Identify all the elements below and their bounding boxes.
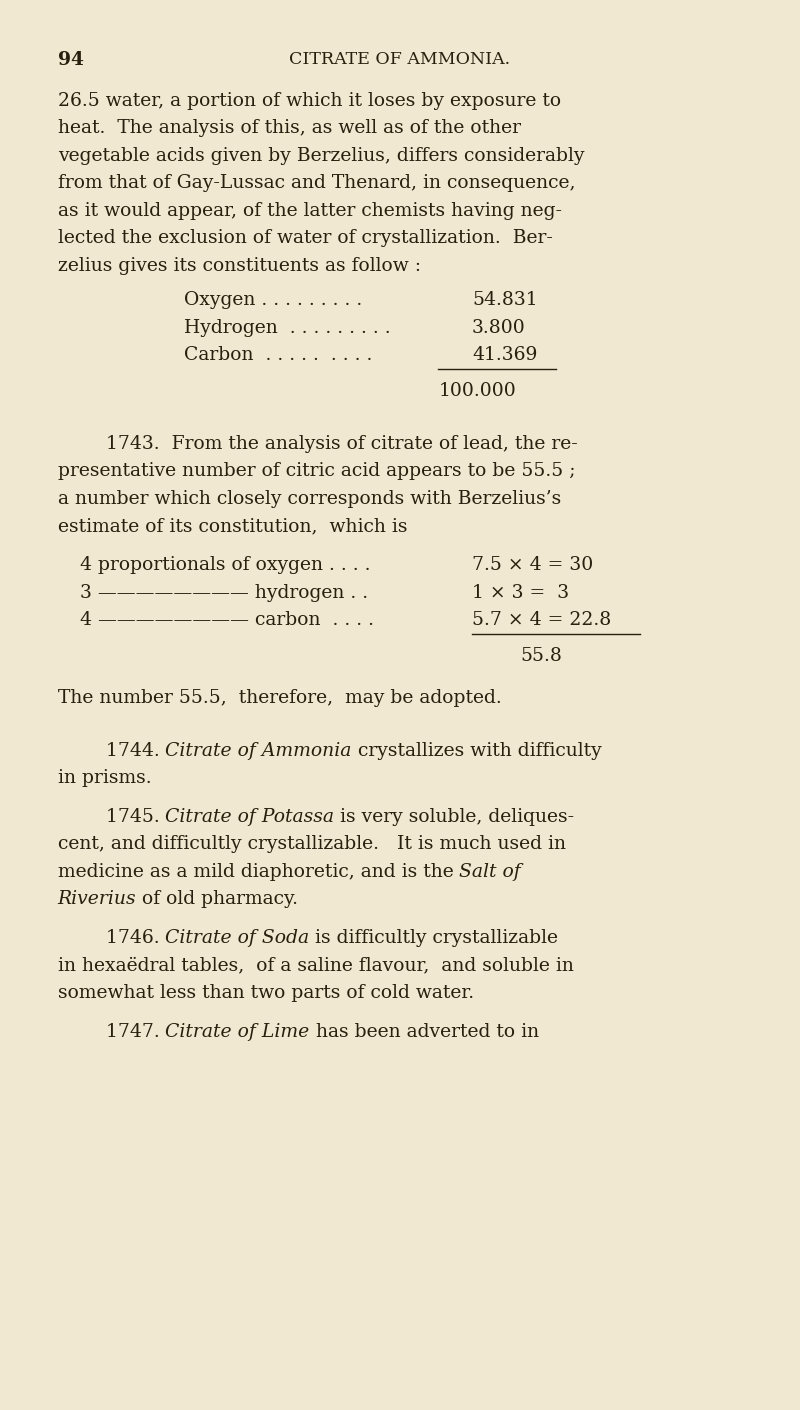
Text: 55.8: 55.8 — [520, 647, 562, 666]
Text: heat.  The analysis of this, as well as of the other: heat. The analysis of this, as well as o… — [58, 118, 521, 137]
Text: Carbon  . . . . .  . . . .: Carbon . . . . . . . . . — [184, 345, 372, 364]
Text: a number which closely corresponds with Berzelius’s: a number which closely corresponds with … — [58, 489, 561, 508]
Text: cent, and difficultly crystallizable.   It is much used in: cent, and difficultly crystallizable. It… — [58, 835, 566, 853]
Text: of old pharmacy.: of old pharmacy. — [142, 890, 298, 908]
Text: is very soluble, deliques-: is very soluble, deliques- — [334, 808, 574, 826]
Text: zelius gives its constituents as follow :: zelius gives its constituents as follow … — [58, 257, 421, 275]
Text: 5.7 × 4 = 22.8: 5.7 × 4 = 22.8 — [472, 611, 611, 629]
Text: medicine as a mild diaphoretic, and is the: medicine as a mild diaphoretic, and is t… — [58, 863, 459, 881]
Text: CITRATE OF AMMONIA.: CITRATE OF AMMONIA. — [290, 51, 510, 68]
Text: 1747.: 1747. — [58, 1022, 166, 1041]
Text: Riverius: Riverius — [58, 890, 136, 908]
Text: vegetable acids given by Berzelius, differs considerably: vegetable acids given by Berzelius, diff… — [58, 147, 584, 165]
Text: Citrate of Lime: Citrate of Lime — [166, 1022, 310, 1041]
Text: crystallizes with difficulty: crystallizes with difficulty — [352, 742, 602, 760]
Text: Oxygen . . . . . . . . .: Oxygen . . . . . . . . . — [184, 290, 362, 309]
Text: 3.800: 3.800 — [472, 319, 526, 337]
Text: in hexaëdral tables,  of a saline flavour,  and soluble in: in hexaëdral tables, of a saline flavou… — [58, 956, 574, 974]
Text: Hydrogen  . . . . . . . . .: Hydrogen . . . . . . . . . — [184, 319, 390, 337]
Text: 4 ———————— carbon  . . . .: 4 ———————— carbon . . . . — [80, 611, 374, 629]
Text: Citrate of Potassa: Citrate of Potassa — [166, 808, 334, 826]
Text: estimate of its constitution,  which is: estimate of its constitution, which is — [58, 517, 407, 536]
Text: lected the exclusion of water of crystallization.  Ber-: lected the exclusion of water of crystal… — [58, 228, 553, 247]
Text: from that of Gay-Lussac and Thenard, in consequence,: from that of Gay-Lussac and Thenard, in … — [58, 173, 575, 192]
Text: 7.5 × 4 = 30: 7.5 × 4 = 30 — [472, 556, 594, 574]
Text: Salt of: Salt of — [459, 863, 521, 881]
Text: 1743.  From the analysis of citrate of lead, the re-: 1743. From the analysis of citrate of le… — [58, 434, 578, 453]
Text: has been adverted to in: has been adverted to in — [310, 1022, 538, 1041]
Text: Citrate of Soda: Citrate of Soda — [166, 929, 310, 948]
Text: 1745.: 1745. — [58, 808, 166, 826]
Text: 26.5 water, a portion of which it loses by exposure to: 26.5 water, a portion of which it loses … — [58, 92, 561, 110]
Text: The number 55.5,  therefore,  may be adopted.: The number 55.5, therefore, may be adopt… — [58, 688, 502, 706]
Text: 41.369: 41.369 — [472, 345, 538, 364]
Text: 1744.: 1744. — [58, 742, 166, 760]
Text: in prisms.: in prisms. — [58, 768, 151, 787]
Text: 94: 94 — [58, 51, 83, 69]
Text: 4 proportionals of oxygen . . . .: 4 proportionals of oxygen . . . . — [80, 556, 370, 574]
Text: Citrate of Ammonia: Citrate of Ammonia — [166, 742, 352, 760]
Text: 100.000: 100.000 — [438, 382, 516, 400]
Text: 54.831: 54.831 — [472, 290, 538, 309]
Text: 1746.: 1746. — [58, 929, 166, 948]
Text: as it would appear, of the latter chemists having neg-: as it would appear, of the latter chemis… — [58, 202, 562, 220]
Text: 1 × 3 =  3: 1 × 3 = 3 — [472, 584, 569, 602]
Text: is difficultly crystallizable: is difficultly crystallizable — [310, 929, 558, 948]
Text: 3 ———————— hydrogen . .: 3 ———————— hydrogen . . — [80, 584, 368, 602]
Text: somewhat less than two parts of cold water.: somewhat less than two parts of cold wat… — [58, 984, 474, 1003]
Text: presentative number of citric acid appears to be 55.5 ;: presentative number of citric acid appea… — [58, 462, 575, 481]
